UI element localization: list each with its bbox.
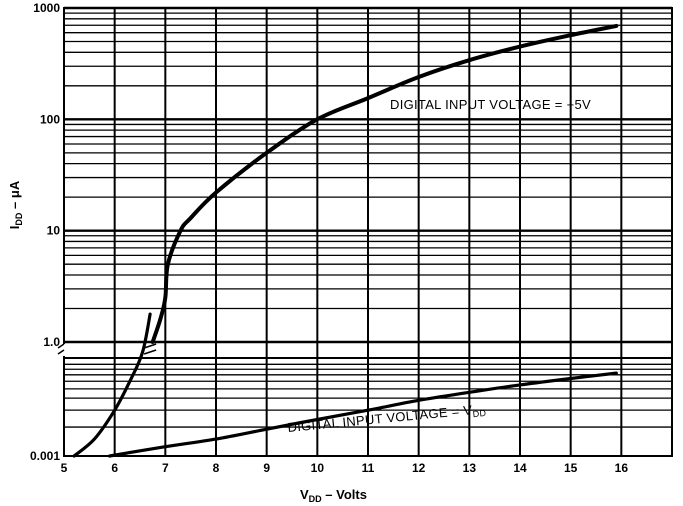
x-tick-label: 7 [162,461,169,475]
y-tick-label: 0.001 [30,449,60,463]
x-tick-label: 13 [463,461,477,475]
x-tick-label: 16 [615,461,629,475]
x-tick-label: 11 [362,461,375,475]
grid [63,6,673,457]
x-axis-label: VDD – Volts [300,487,367,504]
series-line-0-lower [72,312,152,458]
y-axis-label-main: I [7,226,22,230]
axis-break-zigzag [57,343,65,355]
y-tick-label: 10 [47,224,61,238]
x-tick-label: 5 [61,461,68,475]
curve-break-zigzag [143,343,157,355]
x-tick-label: 12 [412,461,426,475]
y-axis-label-sub: DD [14,212,24,225]
y-axis-label: IDD – μA [7,180,24,229]
x-tick-label: 10 [311,461,325,475]
series-line-0-upper [150,23,619,344]
x-tick-label: 15 [564,461,578,475]
x-axis-label-tail: – Volts [322,487,367,502]
series-label-plus5v: DIGITAL INPUT VOLTAGE = +5V [390,97,591,112]
series-line-1-lower [108,371,618,458]
x-tick-label: 14 [513,461,527,475]
tick-labels: 5 6 7 8 9 10 11 12 13 14 15 16 1.0 10 100 1000 0.001 [30,1,628,475]
x-axis-label-sub: DD [309,494,322,504]
y-tick-label: 1.0 [43,335,60,349]
y-tick-label: 1000 [33,1,60,15]
x-tick-label: 8 [213,461,220,475]
axis-break-marks [57,343,157,356]
x-tick-label: 6 [111,461,118,475]
x-tick-label: 9 [263,461,270,475]
x-axis-label-main: V [300,487,309,502]
y-axis-label-tail: – μA [7,180,22,212]
series-group [72,23,619,458]
y-tick-label: 100 [40,112,60,126]
series-label-vdd-sub: DD [472,408,487,419]
